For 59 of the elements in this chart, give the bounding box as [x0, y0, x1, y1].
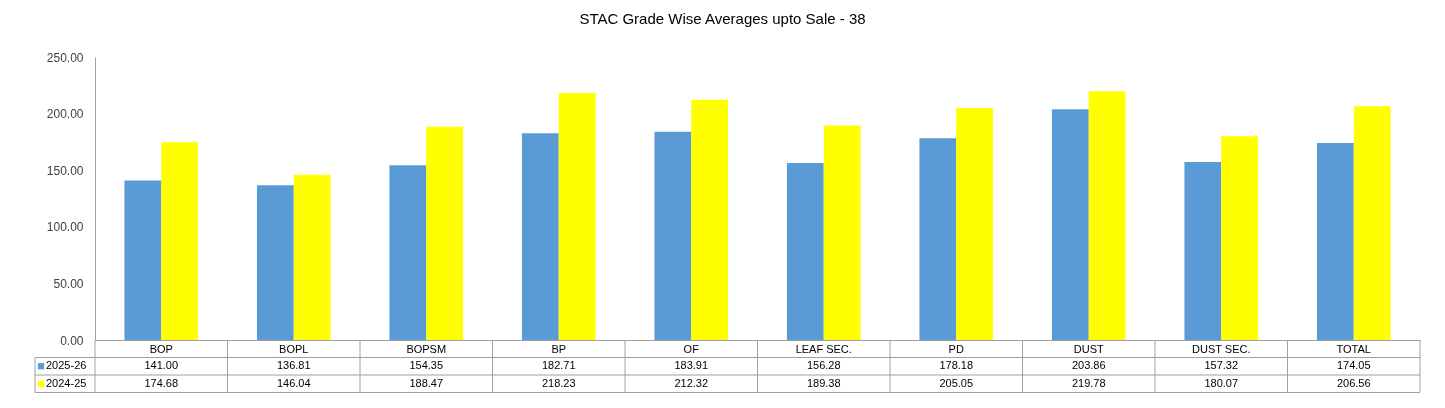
bar	[654, 131, 692, 340]
data-label: 180.07	[1204, 376, 1239, 389]
data-label: 188.47	[409, 376, 444, 389]
y-tick-label: 100.00	[46, 220, 84, 235]
bar	[919, 138, 957, 340]
bar	[256, 185, 294, 340]
y-tick-label: 250.00	[46, 50, 84, 65]
legend-label: 2024-25	[46, 376, 87, 389]
x-tick-label: DUST SEC.	[1192, 342, 1251, 355]
data-label: 212.32	[674, 376, 709, 389]
bar	[124, 180, 162, 340]
bar	[558, 92, 596, 340]
data-label: 141.00	[144, 359, 179, 372]
x-tick-label: BOP	[149, 342, 173, 355]
data-label: 178.18	[939, 359, 974, 372]
bar	[1184, 161, 1222, 340]
data-label: 174.05	[1336, 359, 1371, 372]
bar	[691, 99, 729, 340]
x-tick-label: BOPSM	[406, 342, 447, 355]
data-label: 174.68	[144, 376, 179, 389]
data-label: 205.05	[939, 376, 974, 389]
y-tick-label: 50.00	[53, 276, 84, 291]
y-tick-label: 200.00	[46, 107, 84, 122]
data-label: 219.78	[1071, 376, 1106, 389]
bar	[1088, 91, 1126, 340]
data-label: 154.35	[409, 359, 444, 372]
x-tick-label: TOTAL	[1336, 342, 1371, 355]
data-label: 218.23	[541, 376, 576, 389]
data-label: 136.81	[276, 359, 311, 372]
x-tick-label: BOPL	[279, 342, 309, 355]
data-label: 183.91	[674, 359, 709, 372]
legend-label: 2025-26	[46, 359, 87, 372]
data-label: 203.86	[1071, 359, 1106, 372]
chart-title: STAC Grade Wise Averages upto Sale - 38	[579, 10, 866, 27]
bar	[786, 163, 824, 340]
bar	[1221, 136, 1259, 340]
data-label: 189.38	[806, 376, 841, 389]
bar	[521, 133, 559, 340]
data-label: 156.28	[806, 359, 841, 372]
bar	[1051, 109, 1089, 340]
data-label: 206.56	[1336, 376, 1371, 389]
x-tick-label: PD	[948, 342, 964, 355]
data-label: 146.04	[276, 376, 311, 389]
y-tick-label: 150.00	[46, 163, 84, 178]
data-label: 157.32	[1204, 359, 1239, 372]
bar	[823, 125, 861, 340]
x-tick-label: BP	[551, 342, 567, 355]
bar	[1353, 106, 1391, 340]
bar	[389, 165, 427, 340]
x-tick-label: DUST	[1073, 342, 1104, 355]
bar	[426, 126, 464, 340]
x-tick-label: LEAF SEC.	[795, 342, 852, 355]
y-tick-label: 0.00	[60, 333, 84, 348]
bar	[161, 142, 199, 340]
bar	[1316, 142, 1354, 340]
data-label: 182.71	[541, 359, 576, 372]
bar	[956, 107, 994, 340]
x-tick-label: OF	[683, 342, 700, 355]
bar	[293, 174, 331, 340]
